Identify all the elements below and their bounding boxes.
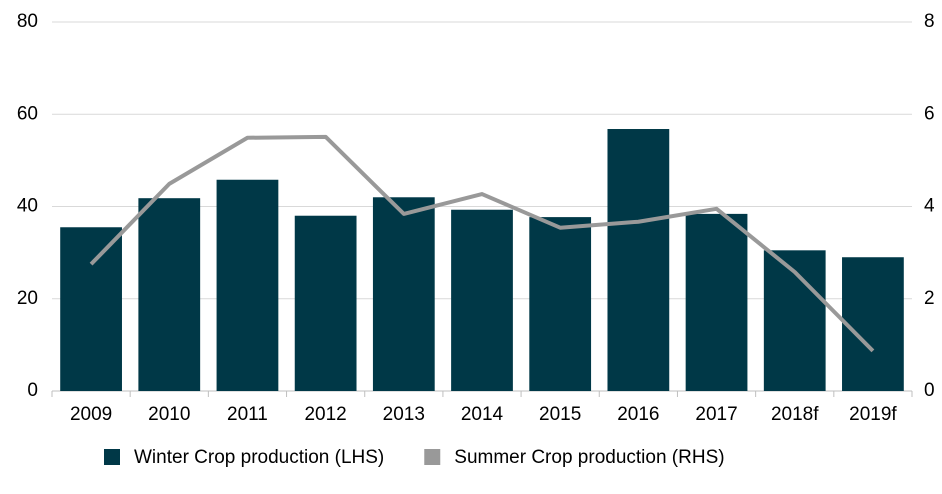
x-tick-label: 2012 [304, 404, 346, 425]
x-tick-label: 2011 [227, 404, 268, 425]
y-tick-label: 0 [27, 380, 38, 401]
bar [685, 213, 748, 391]
legend-label: Summer Crop production (RHS) [454, 447, 724, 468]
y2-tick-label: 6 [924, 103, 935, 124]
legend-swatch [104, 449, 120, 465]
bar [294, 215, 357, 391]
bar [372, 197, 435, 391]
x-tick-label: 2010 [148, 404, 190, 425]
y2-tick-label: 8 [924, 11, 935, 32]
x-tick-label: 2019f [849, 404, 897, 425]
y-tick-label: 60 [17, 103, 38, 124]
bar [607, 129, 670, 391]
bar [60, 227, 122, 391]
x-tick-label: 2016 [617, 404, 659, 425]
y2-tick-label: 2 [924, 288, 935, 309]
bar [216, 179, 279, 391]
x-tick-label: 2015 [539, 404, 581, 425]
legend-swatch [424, 449, 441, 465]
bar [451, 209, 513, 391]
legend-label: Winter Crop production (LHS) [134, 447, 384, 468]
y-tick-label: 20 [17, 288, 38, 309]
y-tick-label: 40 [17, 196, 38, 217]
x-tick-label: 2009 [70, 404, 112, 425]
x-tick-label: 2014 [461, 404, 504, 425]
bar [138, 198, 201, 391]
y2-tick-label: 4 [924, 196, 935, 217]
y2-tick-label: 0 [924, 380, 935, 401]
x-tick-label: 2018f [771, 404, 819, 425]
bar [529, 217, 592, 391]
bar [842, 257, 904, 391]
x-tick-label: 2017 [695, 404, 737, 425]
line [89, 134, 875, 353]
x-tick-label: 2013 [383, 404, 425, 425]
y-tick-label: 80 [17, 11, 38, 32]
